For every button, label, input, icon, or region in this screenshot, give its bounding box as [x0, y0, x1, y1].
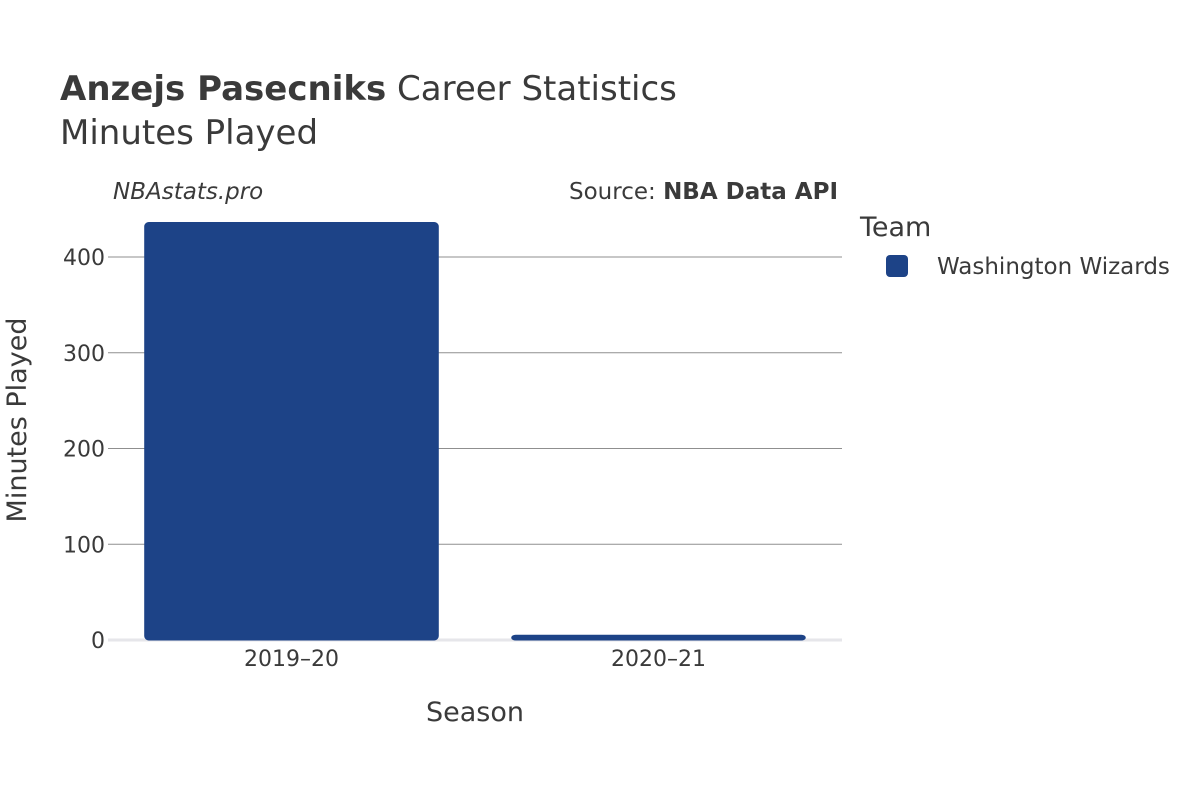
y-tick-label: 200 [63, 438, 105, 463]
bar-2019–20[interactable] [144, 222, 439, 641]
x-tick-label: 2020–21 [611, 647, 706, 672]
x-tick-label: 2019–20 [244, 647, 339, 672]
legend-title: Team [859, 212, 931, 243]
title-rest: Career Statistics [386, 69, 677, 109]
x-axis-title: Season [426, 697, 524, 728]
source-prefix: Source: [569, 179, 663, 205]
source-label: Source: NBA Data API [569, 179, 838, 205]
x-tick-labels: 2019–20 2020–21 [244, 647, 706, 672]
y-axis-title: Minutes Played [2, 318, 33, 523]
source-name: NBA Data API [663, 179, 838, 205]
chart-subtitle: Minutes Played [60, 113, 318, 153]
chart-title: Anzejs Pasecniks Career Statistics [60, 69, 677, 109]
y-tick-label: 400 [63, 246, 105, 271]
legend-items: Washington Wizards [886, 254, 1170, 280]
watermark: NBAstats.pro [113, 179, 263, 205]
legend-swatch[interactable] [886, 255, 908, 277]
y-tick-labels: 0 100 200 300 400 [63, 246, 105, 654]
y-tick-label: 0 [91, 629, 105, 654]
y-tick-label: 300 [63, 342, 105, 367]
bar-2020–21[interactable] [511, 634, 806, 641]
bars [144, 222, 806, 641]
player-name: Anzejs Pasecniks [60, 69, 386, 109]
y-tick-label: 100 [63, 533, 105, 558]
legend: Team Washington Wizards [859, 212, 1170, 280]
legend-label[interactable]: Washington Wizards [937, 254, 1170, 280]
